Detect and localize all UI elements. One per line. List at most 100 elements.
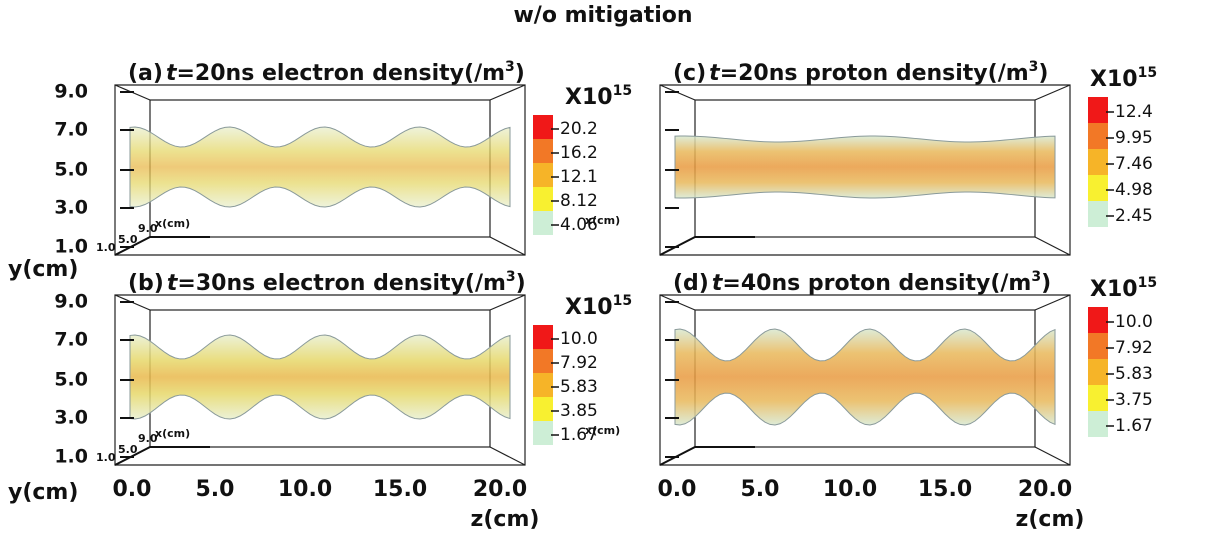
colorbar-label: 16.2	[560, 143, 598, 163]
colorbar-block	[533, 139, 553, 163]
panel-label: (a)	[128, 61, 163, 86]
z-axis-label: z(cm)	[471, 507, 540, 532]
colorbar-label: 5.83	[560, 377, 598, 397]
title-text: =30ns electron density(/m	[177, 271, 506, 296]
small-axis-label: 9.0	[138, 222, 158, 235]
multiplier-exponent: 15	[1138, 275, 1157, 291]
time-variable: t	[166, 61, 178, 86]
colorbar-label: 10.0	[560, 329, 598, 349]
plasma-column	[674, 328, 1056, 426]
colorbar-block	[533, 349, 553, 373]
y-tick-label: 1.0	[54, 236, 88, 258]
panel: (c) t=20ns proton density(/m3)x(cm)X10151…	[585, 59, 1157, 256]
title-text: =20ns proton density(/m	[720, 61, 1029, 86]
title-end: )	[1041, 271, 1051, 296]
z-tick-label: 5.0	[196, 477, 235, 502]
figure-title: w/o mitigation	[513, 3, 692, 28]
z-tick-label: 5.0	[741, 477, 780, 502]
multiplier-base: X10	[565, 295, 613, 320]
panel-title: (a) t=20ns electron density(/m3)	[128, 59, 525, 86]
colorbar-label: 10.0	[1115, 312, 1153, 332]
small-axis-label: 9.0	[138, 432, 158, 445]
small-axes	[114, 236, 210, 256]
y-tick-label: 7.0	[54, 119, 88, 141]
time-variable: t	[709, 61, 721, 86]
title-end: )	[516, 271, 526, 296]
z-tick-label: 20.0	[1018, 477, 1072, 502]
small-axis-label: 5.0	[118, 443, 138, 456]
y-axis-label: y(cm)	[8, 257, 78, 282]
y-tick-label: 1.0	[54, 446, 88, 468]
panel: (b) t=30ns electron density(/m3) 9.0 7.0 5.0…	[8, 269, 632, 532]
multiplier-exponent: 15	[613, 83, 632, 99]
colorbar-block	[533, 187, 553, 211]
colorbar-block	[1088, 385, 1108, 411]
z-tick-label: 10.0	[823, 477, 877, 502]
colorbar-label: 12.4	[1115, 102, 1153, 122]
multiplier-exponent: 15	[613, 293, 632, 309]
multiplier-base: X10	[565, 85, 613, 110]
plasma-column	[129, 334, 511, 420]
colorbar-label: 2.45	[1115, 206, 1153, 226]
z-axis-label: z(cm)	[1016, 507, 1085, 532]
multiplier-base: X10	[1090, 277, 1138, 302]
colorbar-block	[533, 373, 553, 397]
small-axis-label: x(cm)	[155, 427, 190, 440]
title-text: =40ns proton density(/m	[722, 271, 1031, 296]
time-variable: t	[712, 271, 724, 296]
small-axis-label: x(cm)	[585, 424, 620, 437]
y-tick-label: 9.0	[54, 81, 88, 103]
panel: (d) t=40ns proton density(/m3)x(cm)X10151…	[585, 269, 1157, 532]
panel-title: (d) t=40ns proton density(/m3)	[673, 269, 1051, 296]
title-end: )	[1038, 61, 1048, 86]
colorbar-label: 7.92	[560, 353, 598, 373]
colorbar-multiplier: X1015	[565, 83, 632, 110]
colorbar-label: 20.2	[560, 119, 598, 139]
title-end: )	[515, 61, 525, 86]
panel-label: (b)	[128, 271, 164, 296]
title-superscript: 3	[506, 269, 516, 285]
y-tick-label: 3.0	[54, 407, 88, 429]
small-axes	[659, 446, 755, 466]
colorbar-label: 7.46	[1115, 154, 1153, 174]
plasma-column	[129, 126, 511, 208]
colorbar-block	[1088, 123, 1108, 149]
panel-title: (c) t=20ns proton density(/m3)	[673, 59, 1048, 86]
colorbar-label: 3.75	[1115, 390, 1153, 410]
colorbar-label: 8.12	[560, 191, 598, 211]
z-tick-label: 0.0	[113, 477, 152, 502]
colorbar-label: 4.06	[560, 215, 598, 235]
title-superscript: 3	[505, 59, 515, 75]
colorbar-block	[533, 115, 553, 139]
y-tick-label: 3.0	[54, 197, 88, 219]
title-text: =20ns electron density(/m	[177, 61, 506, 86]
y-axis-label: y(cm)	[8, 480, 78, 505]
small-axes	[659, 236, 755, 256]
panel-label: (c)	[673, 61, 706, 86]
colorbar-block	[533, 421, 553, 445]
y-tick-label: 5.0	[54, 369, 88, 391]
colorbar-label: 1.67	[1115, 416, 1153, 436]
colorbar-block	[1088, 201, 1108, 227]
colorbar-label: 3.85	[560, 401, 598, 421]
colorbar-block	[1088, 97, 1108, 123]
colorbar-label: 9.95	[1115, 128, 1153, 148]
small-axes	[114, 446, 210, 466]
colorbar-label: 7.92	[1115, 338, 1153, 358]
colorbar-label: 4.98	[1115, 180, 1153, 200]
z-tick-label: 0.0	[658, 477, 697, 502]
z-tick-label: 20.0	[473, 477, 527, 502]
y-tick-label: 9.0	[54, 291, 88, 313]
small-axis-label: x(cm)	[585, 214, 620, 227]
panel-title: (b) t=30ns electron density(/m3)	[128, 269, 526, 296]
z-tick-label: 10.0	[278, 477, 332, 502]
colorbar-block	[1088, 411, 1108, 437]
z-tick-label: 15.0	[918, 477, 972, 502]
multiplier-exponent: 15	[1138, 65, 1157, 81]
small-axis-label: 1.0	[96, 451, 116, 464]
y-tick-label: 7.0	[54, 329, 88, 351]
colorbar-block	[1088, 307, 1108, 333]
colorbar-block	[1088, 359, 1108, 385]
colorbar-block	[533, 325, 553, 349]
